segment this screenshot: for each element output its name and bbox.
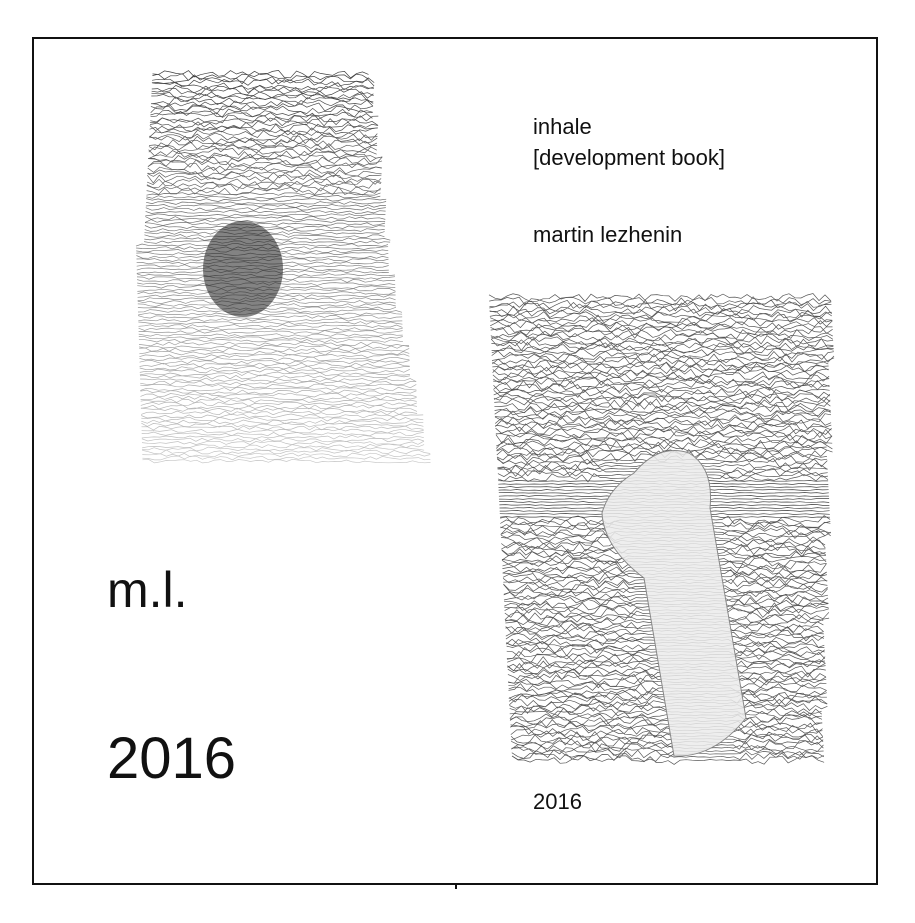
book-subtitle: [development book] [533, 145, 726, 170]
book-title: inhale [533, 114, 592, 139]
fold-mark [455, 883, 457, 889]
author-initials: m.l. [107, 562, 188, 618]
mesh-left-lines [135, 70, 431, 464]
year-large: 2016 [107, 726, 237, 791]
mesh-illustration-right-hand [488, 293, 835, 765]
mesh-left-hollow [203, 221, 283, 317]
mesh-right-hand-shape [601, 450, 747, 757]
author-name: martin lezhenin [533, 222, 683, 247]
mesh-illustration-left [135, 70, 431, 464]
year-small: 2016 [533, 789, 582, 814]
